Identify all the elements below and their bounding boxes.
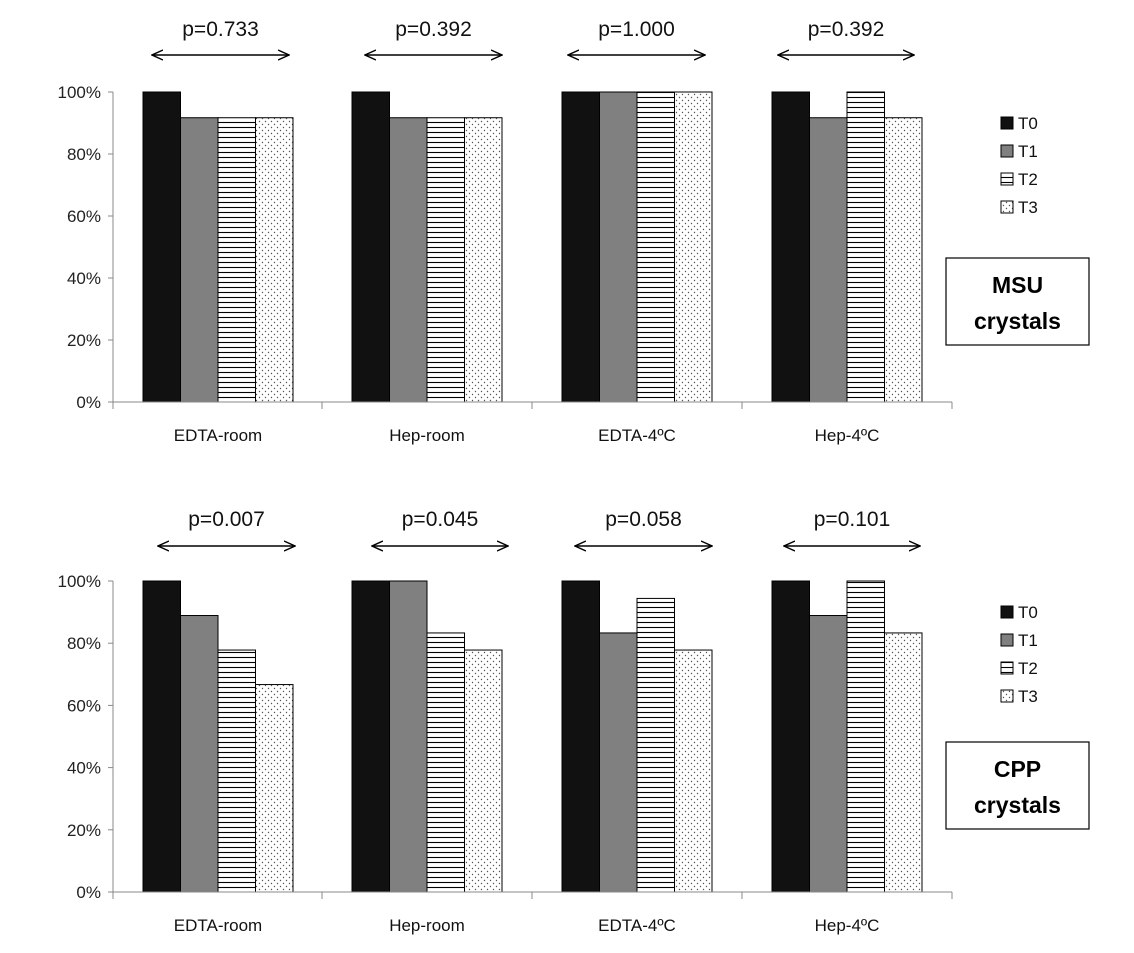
y-tick-label: 80% — [67, 145, 101, 164]
bar-t3 — [884, 632, 923, 893]
legend-swatch-t0 — [1000, 116, 1014, 130]
bar-t1 — [389, 580, 428, 893]
legend-swatch-t0 — [1000, 605, 1014, 619]
y-tick-label: 40% — [67, 759, 101, 778]
bar-t0 — [561, 91, 600, 403]
legend-label: T0 — [1018, 114, 1038, 133]
panel-label-line: CPP — [994, 756, 1041, 782]
y-tick-label: 0% — [76, 883, 101, 902]
panel-label-line: MSU — [992, 272, 1043, 298]
bar-t1 — [809, 615, 848, 893]
bar-t0 — [771, 91, 810, 403]
y-tick-label: 60% — [67, 696, 101, 715]
x-tick-label: EDTA-room — [174, 916, 262, 935]
y-tick-label: 0% — [76, 393, 101, 412]
p-value-label: p=0.392 — [395, 18, 472, 41]
x-tick-label: Hep-4ºC — [815, 916, 880, 935]
bar-t1 — [180, 615, 219, 893]
bar-t1 — [599, 91, 638, 403]
x-tick-label: EDTA-4ºC — [598, 426, 676, 445]
y-tick-label: 100% — [58, 83, 101, 102]
p-value-label: p=0.392 — [808, 18, 885, 41]
bar-t1 — [809, 117, 848, 403]
bar-t2 — [846, 580, 885, 893]
bar-t2 — [426, 632, 465, 893]
legend-label: T1 — [1018, 631, 1038, 650]
legend-swatch-t2 — [1000, 172, 1014, 186]
x-tick-label: Hep-room — [389, 916, 465, 935]
legend: T0 T1 T2 T3 — [1000, 603, 1038, 706]
bar-t3 — [255, 117, 294, 403]
bar-t1 — [599, 632, 638, 893]
y-tick-label: 20% — [67, 331, 101, 350]
chart-panel-2: 0% 20% 40% 60% 80% 100% EDTA-room p=0.007 Hep-ro… — [58, 508, 1090, 935]
bar-t3 — [674, 91, 713, 403]
y-tick-label: 80% — [67, 634, 101, 653]
p-value-label: p=0.058 — [605, 508, 682, 531]
p-value-label: p=0.101 — [814, 508, 891, 531]
legend-label: T2 — [1018, 170, 1038, 189]
legend-label: T0 — [1018, 603, 1038, 622]
bar-t0 — [351, 91, 390, 403]
y-tick-label: 20% — [67, 821, 101, 840]
bar-t0 — [561, 580, 600, 893]
bar-t1 — [389, 117, 428, 403]
legend-swatch-t1 — [1000, 633, 1014, 647]
bar-t3 — [464, 649, 503, 893]
legend-swatch-t3 — [1000, 689, 1014, 703]
panel-label-box — [945, 257, 1090, 346]
bar-t3 — [255, 684, 294, 893]
bar-t0 — [142, 580, 181, 893]
x-tick-label: Hep-4ºC — [815, 426, 880, 445]
legend-label: T2 — [1018, 659, 1038, 678]
bar-t2 — [217, 649, 256, 893]
legend-label: T1 — [1018, 142, 1038, 161]
legend-label: T3 — [1018, 198, 1038, 217]
bar-t2 — [426, 117, 465, 403]
legend: T0 T1 T2 T3 — [1000, 114, 1038, 217]
bar-t3 — [674, 649, 713, 893]
bar-t0 — [351, 580, 390, 893]
x-tick-label: EDTA-room — [174, 426, 262, 445]
x-tick-label: Hep-room — [389, 426, 465, 445]
panel-label-line: crystals — [974, 308, 1061, 334]
chart-panel-1: 0% 20% 40% 60% 80% 100% EDTA-room p=0.733 Hep-ro… — [58, 18, 1090, 445]
legend-swatch-t3 — [1000, 200, 1014, 214]
x-tick-label: EDTA-4ºC — [598, 916, 676, 935]
p-value-label: p=1.000 — [598, 18, 675, 41]
y-tick-label: 40% — [67, 269, 101, 288]
y-tick-label: 60% — [67, 207, 101, 226]
p-value-label: p=0.007 — [188, 508, 265, 531]
bar-t2 — [636, 597, 675, 893]
legend-swatch-t2 — [1000, 661, 1014, 675]
panel-label-box — [945, 741, 1090, 830]
bar-t1 — [180, 117, 219, 403]
bar-t0 — [142, 91, 181, 403]
bar-t2 — [846, 91, 885, 403]
bar-t2 — [636, 91, 675, 403]
y-tick-label: 100% — [58, 572, 101, 591]
legend-label: T3 — [1018, 687, 1038, 706]
p-value-label: p=0.045 — [402, 508, 479, 531]
bar-t0 — [771, 580, 810, 893]
p-value-label: p=0.733 — [182, 18, 259, 41]
legend-swatch-t1 — [1000, 144, 1014, 158]
panel-label-line: crystals — [974, 792, 1061, 818]
bar-t3 — [884, 117, 923, 403]
bar-t2 — [217, 117, 256, 403]
bar-t3 — [464, 117, 503, 403]
